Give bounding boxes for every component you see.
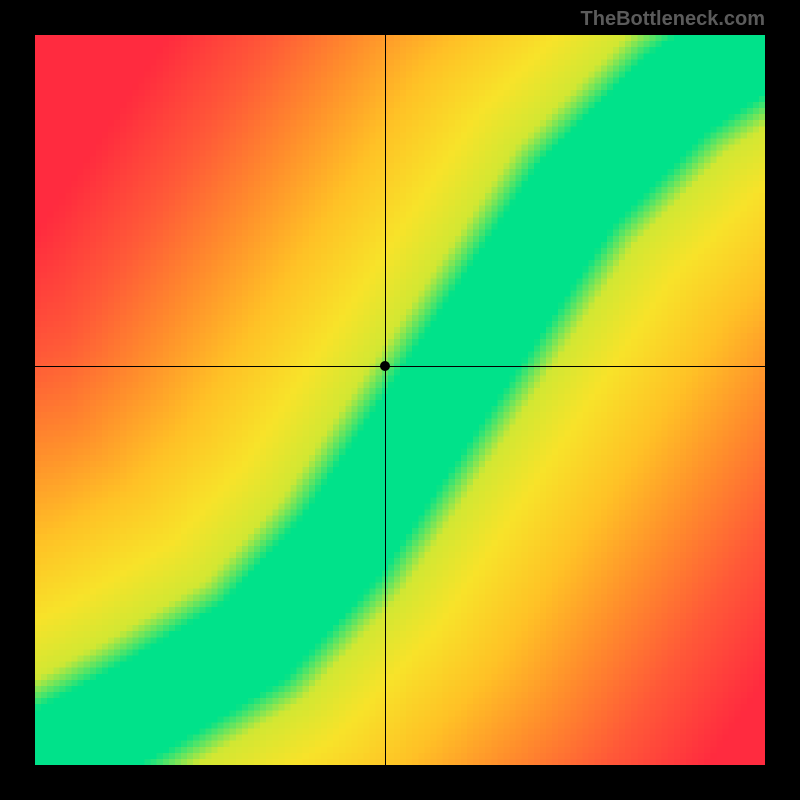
plot-area [35,35,765,765]
heatmap-canvas [35,35,765,765]
crosshair-marker [380,361,390,371]
watermark-text: TheBottleneck.com [581,8,765,31]
crosshair-horizontal [35,366,765,367]
crosshair-vertical [385,35,386,765]
